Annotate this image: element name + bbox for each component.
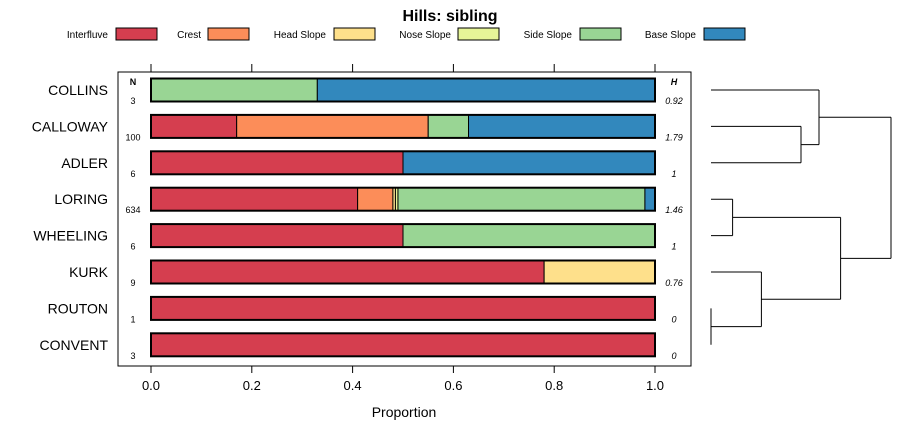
bar-segment-interfluve [150, 223, 404, 248]
bar-segment-interfluve [150, 332, 656, 357]
legend-swatch [115, 27, 158, 41]
bar-segment-base-slope [644, 187, 656, 212]
x-tick-label: 1.0 [646, 378, 664, 393]
legend-label: Interfluve [67, 30, 109, 41]
bar-outline [150, 223, 656, 249]
h-value: 0 [671, 351, 676, 361]
y-category-label: ROUTON [48, 300, 108, 316]
y-category-label: ADLER [61, 155, 108, 171]
legend: Interfluve Crest Head Slope Nose Slope Side … [67, 27, 746, 41]
n-value: 6 [130, 169, 135, 179]
h-value: 1.79 [665, 132, 683, 142]
n-value: 634 [125, 205, 140, 215]
legend-swatch [333, 27, 376, 41]
x-tick-label: 0.2 [243, 378, 261, 393]
bar-outline [150, 113, 656, 139]
legend-swatch [579, 27, 622, 41]
legend-swatch [703, 27, 746, 41]
legend-label: Head Slope [274, 30, 327, 41]
dendrogram [710, 89, 892, 345]
y-category-label: COLLINS [48, 82, 108, 98]
h-value: 0.76 [665, 278, 683, 288]
x-tick-label: 0.4 [344, 378, 362, 393]
y-category-label: LORING [54, 191, 108, 207]
n-value: 9 [130, 278, 135, 288]
y-category-label: WHEELING [33, 228, 108, 244]
h-column-header: H [671, 77, 678, 87]
bar-segment-crest [236, 114, 429, 139]
y-category-label: CONVENT [40, 337, 109, 353]
bar-segment-crest [357, 187, 394, 212]
bar-segment-side-slope [427, 114, 470, 139]
x-tick-label: 0.0 [142, 378, 160, 393]
n-value: 3 [130, 96, 135, 106]
bar-outline [150, 186, 656, 212]
n-value: 1 [130, 314, 135, 324]
bar-segment-interfluve [150, 260, 545, 284]
plot-area: 0.0 0.2 0.4 0.6 0.8 1.0 N H COLLINS 3 0.92 CALLOWAY… [32, 64, 692, 393]
x-tick-label: 0.6 [444, 378, 462, 393]
bar-segment-interfluve [150, 114, 238, 139]
h-value: 0.92 [665, 96, 683, 106]
x-tick-label: 0.8 [545, 378, 563, 393]
legend-label: Base Slope [645, 30, 697, 41]
n-column-header: N [130, 77, 137, 87]
bar-segment-base-slope [468, 114, 656, 139]
bar-segment-side-slope [150, 78, 318, 102]
h-value: 0 [671, 314, 676, 324]
bar-segment-base-slope [402, 150, 656, 175]
bar-segment-interfluve [150, 150, 404, 175]
x-axis-label: Proportion [372, 404, 437, 420]
bar-outline [150, 332, 656, 358]
legend-label: Nose Slope [399, 30, 451, 41]
legend-label: Crest [177, 30, 201, 41]
h-value: 1 [671, 169, 676, 179]
legend-label: Side Slope [524, 30, 573, 41]
bar-segment-interfluve [150, 296, 656, 321]
bar-segment-side-slope [397, 187, 646, 212]
legend-swatch [207, 27, 250, 41]
h-value: 1 [671, 242, 676, 252]
bar-segment-base-slope [316, 78, 656, 102]
bar-outline [150, 150, 656, 176]
bar-outline [150, 77, 656, 103]
y-category-label: KURK [69, 264, 109, 280]
h-value: 1.46 [665, 205, 683, 215]
n-value: 100 [125, 132, 140, 142]
bar-outline [150, 295, 656, 321]
bar-segment-interfluve [150, 187, 359, 212]
legend-swatch [457, 27, 500, 41]
plot-frame [117, 71, 692, 367]
n-value: 6 [130, 242, 135, 252]
n-value: 3 [130, 351, 135, 361]
bar-segment-head-slope [543, 260, 656, 284]
chart-title: Hills: sibling [402, 8, 497, 25]
y-category-label: CALLOWAY [32, 118, 109, 134]
bar-segment-side-slope [402, 223, 656, 248]
bar-outline [150, 259, 656, 285]
